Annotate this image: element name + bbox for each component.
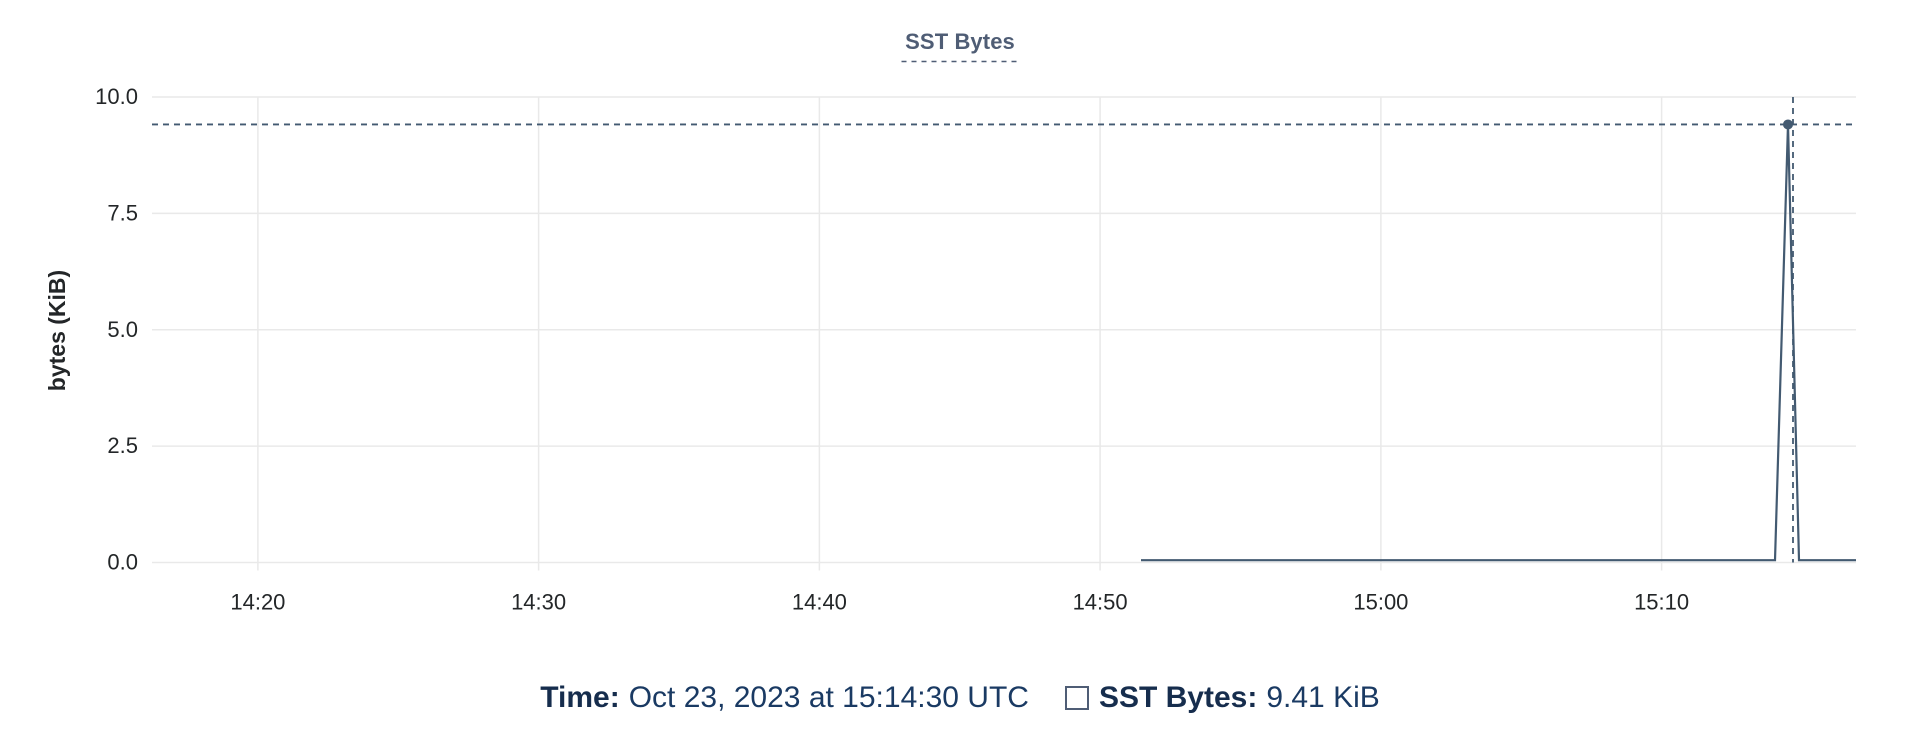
svg-text:14:50: 14:50 <box>1073 590 1128 615</box>
svg-text:5.0: 5.0 <box>107 317 138 342</box>
svg-text:14:30: 14:30 <box>511 590 566 615</box>
svg-text:14:40: 14:40 <box>792 590 847 615</box>
svg-text:15:10: 15:10 <box>1634 590 1689 615</box>
svg-text:15:00: 15:00 <box>1353 590 1408 615</box>
svg-text:10.0: 10.0 <box>95 84 138 109</box>
svg-text:0.0: 0.0 <box>107 550 138 575</box>
svg-text:bytes (KiB): bytes (KiB) <box>44 270 70 391</box>
svg-text:14:20: 14:20 <box>230 590 285 615</box>
svg-text:2.5: 2.5 <box>107 433 138 458</box>
svg-text:7.5: 7.5 <box>107 200 138 225</box>
